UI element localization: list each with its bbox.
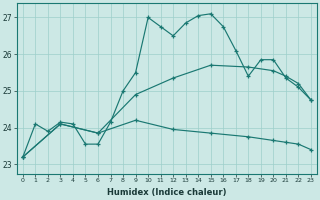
X-axis label: Humidex (Indice chaleur): Humidex (Indice chaleur) (107, 188, 227, 197)
